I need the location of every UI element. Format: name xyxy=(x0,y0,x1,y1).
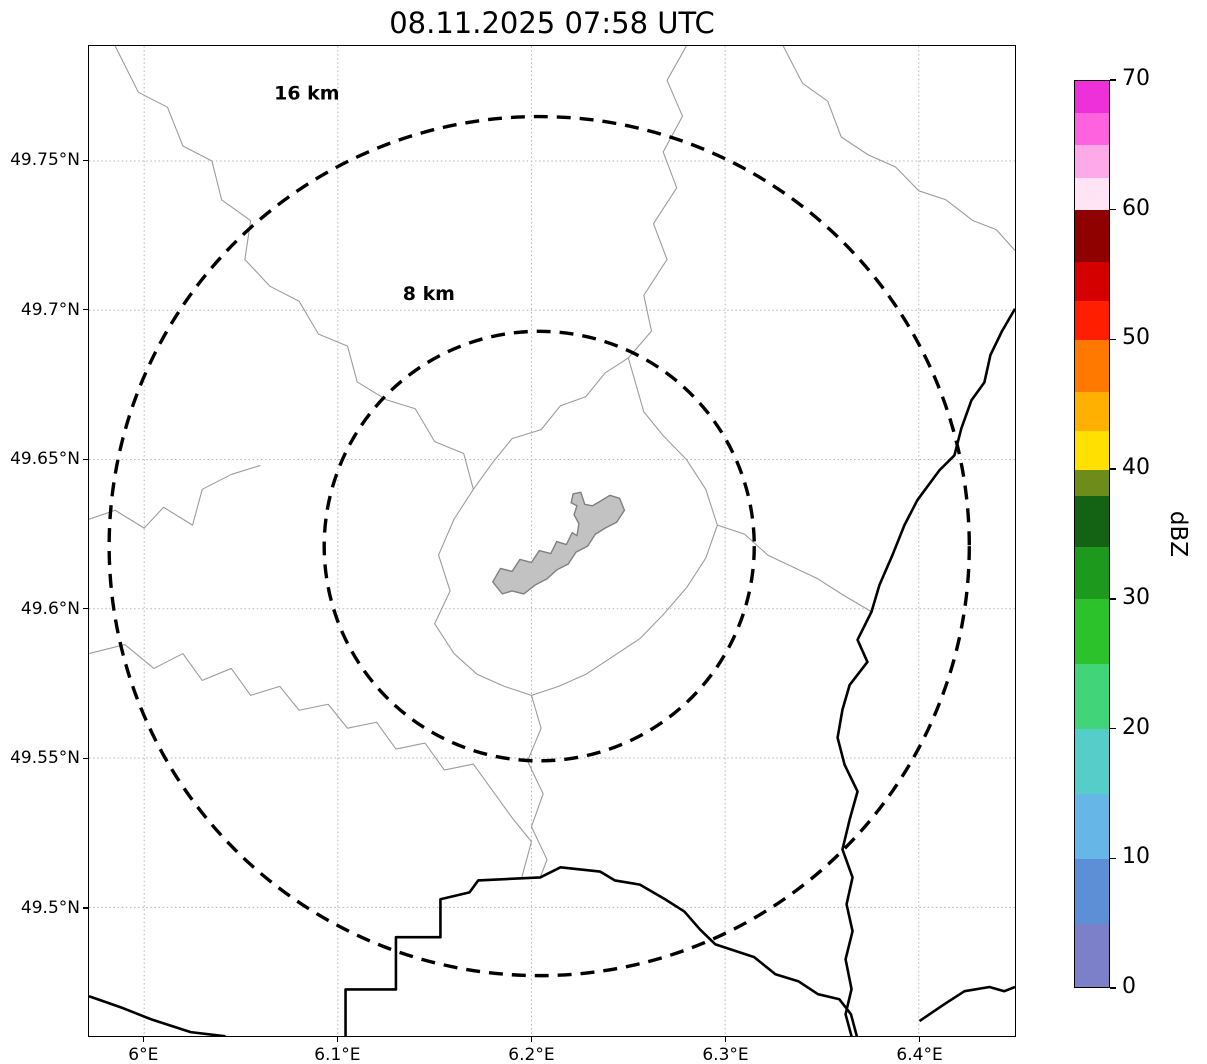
map-canvas: 8 km 16 km xyxy=(89,46,1015,1036)
colorbar-segment xyxy=(1074,430,1110,470)
y-tick-label: 49.55°N xyxy=(10,748,80,769)
colorbar-segment xyxy=(1074,495,1110,548)
admin-boundary-line xyxy=(527,695,548,878)
colorbar-tick-label: 50 xyxy=(1122,325,1150,351)
colorbar-tick-mark xyxy=(1110,727,1116,730)
admin-boundary-line xyxy=(472,46,687,490)
colorbar-tick-mark xyxy=(1110,857,1116,859)
colorbar-segment xyxy=(1074,209,1110,263)
colorbar-segment xyxy=(1074,112,1110,146)
colorbar-tick-mark xyxy=(1110,468,1116,470)
colorbar-axis-label-text: dBZ xyxy=(1165,510,1191,558)
admin-boundary-line xyxy=(717,524,872,613)
y-tick-label: 49.75°N xyxy=(10,150,80,171)
colorbar-segment xyxy=(1074,177,1110,211)
admin-boundary-line xyxy=(782,46,1015,251)
colorbar-tick-label: 70 xyxy=(1122,66,1150,91)
colorbar-segment xyxy=(1074,598,1110,665)
range-ring-8km xyxy=(322,329,756,763)
y-tick-mark xyxy=(83,907,88,909)
map-plot: 8 km 16 km xyxy=(88,45,1016,1037)
figure-title: 08.11.2025 07:58 UTC xyxy=(389,6,715,40)
colorbar-outline xyxy=(1074,80,1110,988)
colorbar-segment xyxy=(1074,923,1110,989)
x-tick-label: 6.2°E xyxy=(508,1045,555,1064)
x-tick-label: 6.3°E xyxy=(702,1045,749,1064)
colorbar-segment xyxy=(1074,391,1110,431)
colorbar-segment xyxy=(1074,80,1110,113)
y-tick-label: 49.7°N xyxy=(20,299,80,320)
colorbar-tick-label: 40 xyxy=(1122,455,1150,481)
colorbar-segment xyxy=(1074,469,1110,496)
colorbar-segment xyxy=(1074,261,1110,301)
y-tick-label: 49.65°N xyxy=(10,449,80,470)
x-tick-mark xyxy=(724,1037,727,1042)
x-tick-label: 6°E xyxy=(128,1045,159,1064)
colorbar-segment xyxy=(1074,858,1110,924)
range-ring-label-16km: 16 km xyxy=(274,83,339,105)
colorbar-tick-label: 60 xyxy=(1122,195,1150,221)
colorbar-tick-mark xyxy=(1110,209,1116,211)
colorbar-tick-mark xyxy=(1110,598,1116,600)
admin-boundary-line xyxy=(89,644,532,878)
admin-boundary-line xyxy=(434,357,718,696)
colorbar-axis-label: dBZ xyxy=(1150,506,1206,562)
colorbar-segment xyxy=(1074,728,1110,794)
colorbar-tick-mark xyxy=(1110,987,1116,989)
admin-boundary-line xyxy=(89,464,261,529)
y-tick-mark xyxy=(83,757,88,760)
range-ring-16km xyxy=(107,114,971,978)
colorbar-segment xyxy=(1074,793,1110,859)
y-tick-mark xyxy=(83,159,88,161)
country-border-line xyxy=(89,995,226,1036)
colorbar-segment xyxy=(1074,144,1110,178)
colorbar-tick-label: 30 xyxy=(1122,584,1150,610)
colorbar-tick-label: 0 xyxy=(1122,974,1136,999)
x-tick-label: 6.4°E xyxy=(896,1045,943,1064)
urban-area-polygon xyxy=(492,491,626,595)
y-tick-mark xyxy=(83,608,88,610)
range-ring-label-8km: 8 km xyxy=(403,283,455,305)
y-tick-label: 49.6°N xyxy=(20,598,80,619)
colorbar-segment xyxy=(1074,339,1110,392)
country-border-line xyxy=(344,866,859,1036)
x-tick-mark xyxy=(530,1037,533,1042)
x-tick-label: 6.1°E xyxy=(314,1045,361,1064)
y-tick-label: 49.5°N xyxy=(20,898,80,919)
x-tick-mark xyxy=(336,1037,338,1042)
x-tick-mark xyxy=(918,1037,921,1042)
colorbar-segment xyxy=(1074,300,1110,340)
colorbar-tick-label: 20 xyxy=(1122,714,1150,740)
x-tick-mark xyxy=(142,1037,144,1042)
y-tick-mark xyxy=(83,309,88,311)
admin-boundary-line xyxy=(114,46,474,490)
y-tick-mark xyxy=(83,458,88,460)
country-border-line xyxy=(836,308,1015,1036)
colorbar-tick-label: 10 xyxy=(1122,844,1150,870)
colorbar-tick-mark xyxy=(1110,79,1116,81)
colorbar-tick-mark xyxy=(1110,338,1116,341)
country-border-line xyxy=(918,985,1015,1023)
colorbar-segment xyxy=(1074,663,1110,730)
colorbar-segment xyxy=(1074,546,1110,600)
